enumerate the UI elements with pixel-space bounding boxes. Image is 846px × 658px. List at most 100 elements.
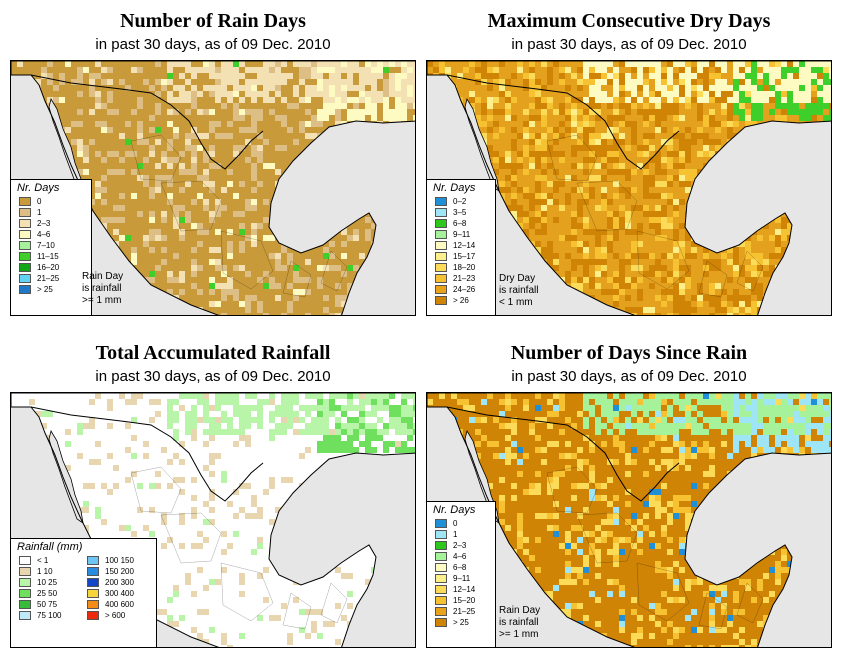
legend-swatch	[435, 596, 447, 605]
legend-item: > 26	[427, 295, 495, 306]
legend-item: 12–14	[427, 584, 495, 595]
legend-label: 12–14	[453, 241, 476, 250]
legend-swatch	[435, 618, 447, 627]
legend-label: 15–17	[453, 252, 476, 261]
legend-label: 25 50	[37, 589, 58, 598]
note-line: < 1 mm	[499, 297, 533, 308]
note-line: >= 1 mm	[82, 295, 122, 306]
state-boundary	[160, 180, 222, 232]
legend-label: 7–10	[37, 241, 55, 250]
map-total-rainfall: Rainfall (mm) < 1 1 10 10 25 25 50 50 75 75 1…	[10, 392, 416, 648]
panel-total-rainfall: Total Accumulated Rainfall in past 30 da…	[10, 332, 416, 652]
state-boundary	[636, 230, 690, 290]
legend-swatch	[19, 219, 31, 228]
legend-label: 21–25	[453, 607, 476, 616]
legend: Nr. Days 0 1 2–3 4–6 6–8 9–11 12–14 15–20 21–25 >…	[427, 501, 496, 647]
legend-swatch	[435, 519, 447, 528]
legend-item: 7–10	[11, 240, 91, 251]
legend-swatch	[19, 611, 31, 620]
legend-swatch	[435, 563, 447, 572]
legend-label: 21–25	[37, 274, 60, 283]
legend-label: < 1	[37, 556, 49, 565]
coastline	[11, 61, 415, 315]
legend-swatch	[435, 574, 447, 583]
legend-label: 9–11	[453, 574, 471, 583]
legend-item: 9–11	[427, 229, 495, 240]
state-boundary	[546, 134, 598, 182]
note-line: is rainfall	[499, 617, 539, 628]
legend-label: 1 10	[37, 567, 53, 576]
state-boundary	[636, 562, 690, 622]
legend-label: 150 200	[105, 567, 134, 576]
legend-swatch	[435, 607, 447, 616]
legend-label: 100 150	[105, 556, 134, 565]
legend-swatch	[435, 296, 447, 305]
legend-swatch	[87, 600, 99, 609]
legend-swatch	[435, 263, 447, 272]
legend-title: Rainfall (mm)	[17, 541, 83, 553]
legend-label: 1	[453, 530, 458, 539]
legend-item: 15–20	[427, 595, 495, 606]
state-boundary	[282, 260, 312, 298]
legend-label: 4–6	[453, 552, 467, 561]
note-line: is rainfall	[82, 283, 122, 294]
state-boundary	[220, 230, 274, 290]
coastline	[427, 61, 831, 315]
legend-swatch	[435, 230, 447, 239]
legend-label: 15–20	[453, 596, 476, 605]
legend-item: 3–5	[427, 207, 495, 218]
map-dry-days: Nr. Days 0–2 3–5 6–8 9–11 12–14 15–17 18–20 21–…	[426, 60, 832, 316]
panel-title: Number of Rain Days	[120, 10, 306, 32]
legend-item: 21–23	[427, 273, 495, 284]
legend-item: 1	[11, 207, 91, 218]
legend-item: < 1	[11, 555, 79, 566]
legend-item: 75 100	[11, 610, 79, 621]
legend-item: 300 400	[79, 588, 147, 599]
coastline	[427, 393, 831, 647]
legend-label: 18–20	[453, 263, 476, 272]
legend-label: 75 100	[37, 611, 62, 620]
legend-swatch	[435, 208, 447, 217]
us-mexico-border	[427, 406, 680, 502]
legend-item: 24–26	[427, 284, 495, 295]
legend-label: 2–3	[453, 541, 467, 550]
legend-swatch	[87, 589, 99, 598]
legend-item: 21–25	[11, 273, 91, 284]
state-boundary	[130, 134, 182, 182]
note-line: Rain Day	[82, 271, 124, 282]
panel-subtitle: in past 30 days, as of 09 Dec. 2010	[95, 36, 331, 53]
legend-label: > 25	[453, 618, 469, 627]
legend-title: Nr. Days	[17, 182, 60, 194]
legend-swatch	[19, 274, 31, 283]
state-boundary	[698, 260, 728, 298]
state-boundary	[220, 562, 274, 622]
legend-swatch	[19, 208, 31, 217]
legend-item: 100 150	[79, 555, 147, 566]
panel-dry-days: Maximum Consecutive Dry Days in past 30 …	[426, 0, 832, 320]
mexico-map	[11, 61, 415, 315]
mexico-map	[427, 393, 831, 647]
legend-label: 0–2	[453, 197, 467, 206]
us-mexico-border	[11, 74, 264, 170]
legend-item: 1	[427, 529, 495, 540]
legend-item: 1 10	[11, 566, 79, 577]
legend-label: 21–23	[453, 274, 476, 283]
legend-item: 200 300	[79, 577, 147, 588]
legend: Nr. Days 0–2 3–5 6–8 9–11 12–14 15–17 18–20 21–…	[427, 179, 496, 315]
legend-swatch	[435, 197, 447, 206]
legend-swatch	[87, 578, 99, 587]
panel-title: Total Accumulated Rainfall	[95, 342, 331, 364]
legend-label: 50 75	[37, 600, 58, 609]
legend-item: 25 50	[11, 588, 79, 599]
legend-swatch	[435, 585, 447, 594]
legend-label: > 25	[37, 285, 53, 294]
gulf-of-california	[464, 97, 500, 192]
legend-note: Dry Day is rainfall < 1 mm	[499, 273, 538, 309]
legend-label: 4–6	[37, 230, 51, 239]
legend-item: > 25	[11, 284, 91, 295]
legend-item: 18–20	[427, 262, 495, 273]
legend-item: 6–8	[427, 562, 495, 573]
legend-title: Nr. Days	[433, 182, 476, 194]
gulf-of-california	[464, 429, 500, 524]
legend-label: 2–3	[37, 219, 51, 228]
